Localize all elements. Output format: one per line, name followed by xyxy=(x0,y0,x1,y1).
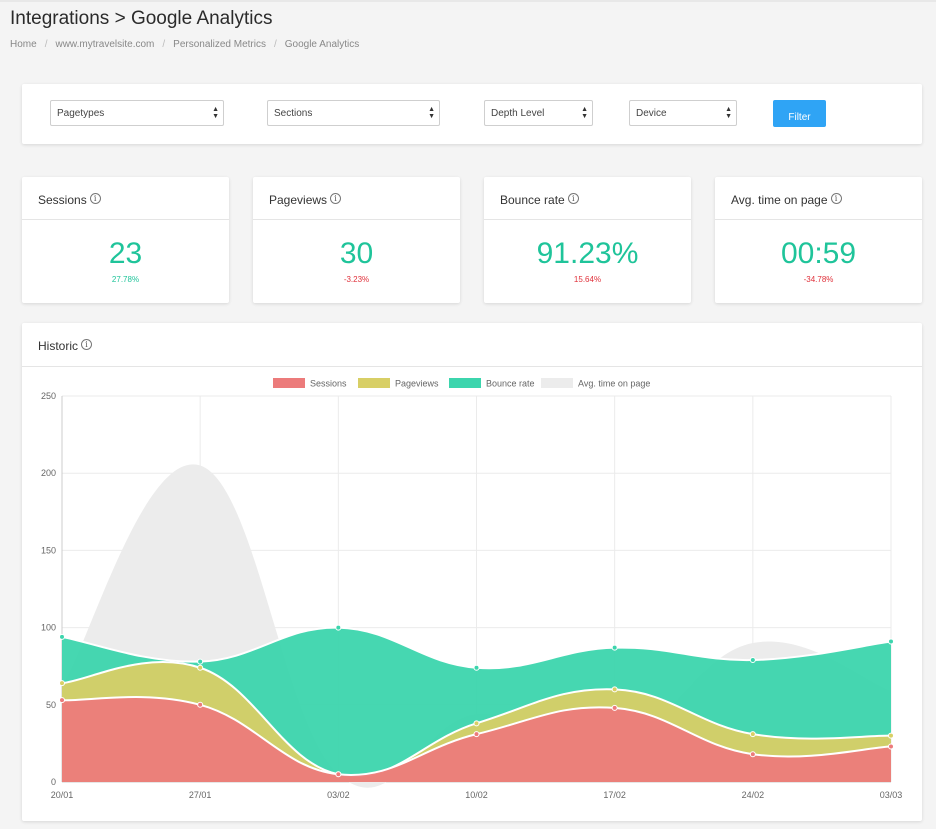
kpi-header: Sessions i xyxy=(22,177,229,220)
filter-button[interactable]: Filter xyxy=(773,100,826,127)
point-bounce-rate xyxy=(335,624,342,631)
legend-label-sessions: Sessions xyxy=(310,379,347,389)
kpi-card-bounce-rate: Bounce rate i 91.23% 15.64% xyxy=(484,177,691,303)
historic-panel: Historic i 0 50 100 150 200 250 20/01 27/01 03/0… xyxy=(22,323,922,821)
point-bounce-rate xyxy=(59,633,65,640)
pagetypes-select-value: Pagetypes xyxy=(57,108,105,119)
breadcrumb: Home / www.mytravelsite.com / Personaliz… xyxy=(10,39,359,50)
x-tick-label: 03/02 xyxy=(327,790,350,800)
historic-header: Historic i xyxy=(22,323,922,367)
historic-title: Historic xyxy=(38,339,79,353)
point-pageviews xyxy=(473,720,480,727)
y-tick-label: 150 xyxy=(41,545,56,555)
updown-arrows-icon: ▲ ▼ xyxy=(428,106,435,120)
updown-arrows-icon: ▲ ▼ xyxy=(581,106,588,120)
kpi-value: 30 xyxy=(339,237,374,270)
point-sessions xyxy=(197,701,204,708)
kpi-label: Bounce rate xyxy=(500,193,565,207)
kpi-value: 00:59 xyxy=(780,237,857,270)
point-pageviews xyxy=(749,731,756,738)
kpi-card-avg-time: Avg. time on page i 00:59 -34.78% xyxy=(715,177,922,303)
legend-label-bounce-rate: Bounce rate xyxy=(486,379,535,389)
area-sessions xyxy=(62,697,891,782)
info-circle-icon[interactable]: i xyxy=(81,339,93,350)
sections-select[interactable]: Sections ▲ ▼ xyxy=(267,100,440,126)
point-sessions xyxy=(335,771,342,778)
legend-swatch-bounce-rate xyxy=(449,378,481,388)
point-sessions xyxy=(59,697,65,704)
y-tick-label: 100 xyxy=(41,623,56,633)
kpi-value: 23 xyxy=(108,237,143,270)
updown-arrows-icon: ▲ ▼ xyxy=(212,106,219,120)
info-circle-icon[interactable]: i xyxy=(567,193,579,204)
info-circle-icon[interactable]: i xyxy=(89,193,101,204)
kpi-header: Pageviews i xyxy=(253,177,460,220)
top-border xyxy=(0,0,936,2)
kpi-change: -34.78% xyxy=(803,275,834,284)
breadcrumb-separator: / xyxy=(162,39,166,50)
point-bounce-rate xyxy=(473,664,480,671)
depth-level-select-value: Depth Level xyxy=(491,108,545,119)
sections-select-value: Sections xyxy=(274,108,313,119)
historic-chart: 0 50 100 150 200 250 20/01 27/01 03/02 10/02 17/02… xyxy=(41,378,903,800)
legend-label-pageviews: Pageviews xyxy=(395,379,439,389)
legend-swatch-pageviews xyxy=(358,378,390,388)
device-select-value: Device xyxy=(636,108,667,119)
breadcrumb-current: Google Analytics xyxy=(284,39,360,50)
kpi-card-sessions: Sessions i 23 27.78% xyxy=(22,177,229,303)
breadcrumb-separator: / xyxy=(273,39,277,50)
x-tick-label: 20/01 xyxy=(51,790,74,800)
kpi-value: 91.23% xyxy=(536,237,639,270)
x-tick-label: 24/02 xyxy=(742,790,765,800)
pagetypes-select[interactable]: Pagetypes ▲ ▼ xyxy=(50,100,224,126)
kpi-label: Sessions xyxy=(38,193,87,207)
point-sessions xyxy=(473,731,480,738)
kpi-header: Bounce rate i xyxy=(484,177,691,220)
depth-level-select[interactable]: Depth Level ▲ ▼ xyxy=(484,100,593,126)
kpi-change: -3.23% xyxy=(343,275,370,284)
kpi-change: 15.64% xyxy=(573,275,602,284)
info-circle-icon[interactable]: i xyxy=(330,193,342,204)
breadcrumb-home[interactable]: Home xyxy=(10,39,37,50)
kpi-header: Avg. time on page i xyxy=(715,177,922,220)
filters-panel: Pagetypes ▲ ▼ Sections ▲ ▼ Depth Level ▲ ▼ … xyxy=(22,84,922,144)
point-bounce-rate xyxy=(611,644,618,651)
kpi-change: 27.78% xyxy=(111,275,140,284)
y-tick-label: 200 xyxy=(41,468,56,478)
x-tick-label: 27/01 xyxy=(189,790,212,800)
breadcrumb-metrics[interactable]: Personalized Metrics xyxy=(173,39,266,50)
legend-swatch-sessions xyxy=(273,378,305,388)
point-bounce-rate xyxy=(197,658,204,665)
breadcrumb-separator: / xyxy=(44,39,48,50)
point-sessions xyxy=(749,751,756,758)
point-pageviews xyxy=(611,686,618,693)
kpi-card-pageviews: Pageviews i 30 -3.23% xyxy=(253,177,460,303)
kpi-label: Pageviews xyxy=(269,193,328,207)
point-pageviews xyxy=(197,664,204,671)
point-bounce-rate xyxy=(749,657,756,664)
y-tick-label: 50 xyxy=(46,700,56,710)
point-pageviews xyxy=(888,732,894,739)
legend-swatch-avg-time xyxy=(541,378,573,388)
breadcrumb-site[interactable]: www.mytravelsite.com xyxy=(55,39,155,50)
point-bounce-rate xyxy=(888,638,894,645)
updown-arrows-icon: ▲ ▼ xyxy=(725,106,732,120)
point-sessions xyxy=(611,704,618,711)
point-pageviews xyxy=(59,680,65,687)
device-select[interactable]: Device ▲ ▼ xyxy=(629,100,737,126)
x-tick-label: 17/02 xyxy=(603,790,626,800)
x-tick-label: 10/02 xyxy=(465,790,488,800)
page-title: Integrations > Google Analytics xyxy=(10,8,273,29)
x-tick-label: 03/03 xyxy=(880,790,903,800)
y-tick-label: 250 xyxy=(41,391,56,401)
y-tick-label: 0 xyxy=(51,777,56,787)
info-circle-icon[interactable]: i xyxy=(830,193,842,204)
kpi-label: Avg. time on page xyxy=(731,193,828,207)
legend-label-avg-time: Avg. time on page xyxy=(578,379,650,389)
point-sessions xyxy=(888,743,894,750)
